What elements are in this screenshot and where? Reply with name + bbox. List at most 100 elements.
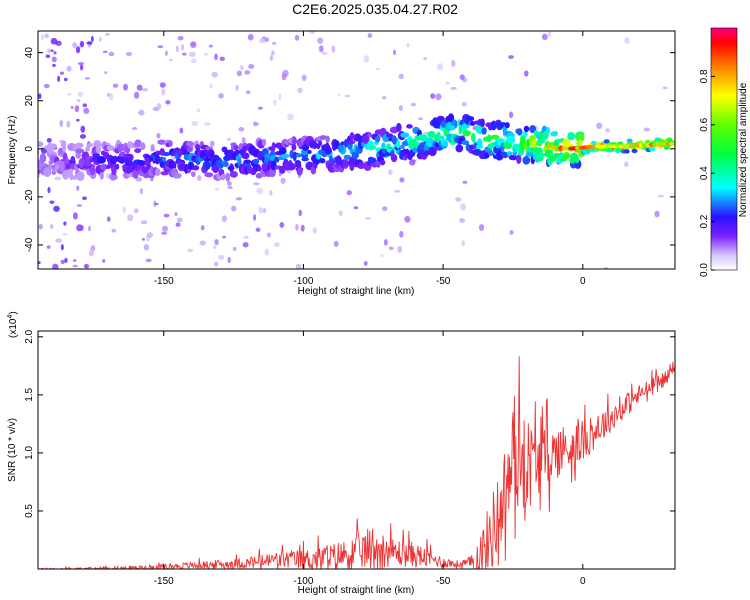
spectrogram-background-cell (596, 122, 603, 130)
spectrogram-background-cell (269, 55, 274, 61)
snr-x-tick-label: -50 (436, 576, 451, 587)
spectrogram-ridge-cell (529, 138, 538, 148)
spectrogram-background-cell (394, 189, 401, 193)
spectrogram-ridge-cell (89, 166, 96, 176)
spectrogram-background-cell (76, 224, 83, 232)
spectrogram-background-cell (90, 35, 94, 42)
spectrogram-ridge-cell (523, 125, 530, 133)
spectrogram-background-cell (450, 59, 456, 68)
spectrogram-ridge-cell (341, 160, 349, 168)
spectrogram-background-cell (86, 41, 93, 45)
spectrogram-background-cell (162, 225, 169, 232)
spectrogram-background-cell (46, 48, 52, 54)
spectrogram-ridge-cell (447, 113, 455, 123)
spectrogram-background-cell (245, 90, 251, 95)
spectrogram-background-cell (76, 185, 80, 191)
spectrogram-background-cell (60, 243, 64, 251)
spectrogram-background-cell (363, 261, 368, 266)
spectrogram-ridge-cell (434, 142, 440, 148)
spectrogram-background-cell (77, 61, 85, 66)
spectrogram-background-cell (141, 237, 146, 241)
spectrogram-background-cell (133, 91, 140, 99)
spectrogram-background-cell (131, 127, 138, 130)
spectrogram-background-cell (191, 120, 198, 127)
spectrogram-ridge-cell (83, 159, 92, 167)
spectrogram-ridge-cell (623, 149, 630, 154)
spectrogram-ridge-cell (337, 144, 345, 153)
spectrogram-background-cell (278, 93, 282, 100)
spectrogram-background-cell (46, 245, 51, 249)
spectrogram-ridge-cell (39, 153, 47, 163)
spectrogram-ridge-cell (483, 153, 490, 159)
spectrogram-background-cell (459, 203, 467, 211)
spectrogram-ridge-cell (545, 126, 551, 135)
spectrogram-background-cell (164, 50, 168, 57)
spectrogram-background-cell (106, 216, 111, 222)
spectrogram-background-cell (255, 227, 261, 232)
spectrogram-background-cell (154, 202, 159, 206)
spectrogram-background-cell (381, 95, 387, 100)
spectrogram-background-cell (82, 103, 87, 108)
spectrogram-background-cell (88, 225, 91, 232)
spectrogram-background-cell (80, 125, 86, 133)
spectrogram-ridge-cell (233, 144, 239, 151)
spectrogram-background-cell (102, 258, 106, 263)
spectrogram-ridge-cell (127, 153, 134, 161)
spectrogram-ridge-cell (525, 151, 534, 157)
spectrogram-background-cell (363, 55, 369, 63)
spectrogram-background-cell (63, 77, 68, 82)
spectrogram-background-cell (478, 224, 485, 231)
spectrogram-background-cell (398, 105, 403, 111)
spectrogram-x-tick-label: -100 (293, 276, 313, 287)
spectrogram-background-cell (70, 105, 74, 109)
spectrogram-background-cell (624, 161, 629, 168)
spectrogram-background-cell (256, 187, 264, 195)
spectrogram-background-cell (43, 84, 50, 89)
snr-y-axis-label: SNR (10 * v/v) (7, 418, 18, 482)
spectrogram-background-cell (200, 225, 205, 231)
spectrogram-background-cell (258, 38, 266, 44)
spectrogram-background-cell (365, 217, 371, 220)
spectrogram-background-cell (508, 55, 514, 59)
spectrogram-background-cell (72, 212, 78, 220)
spectrogram-ridge-cell (343, 154, 352, 160)
spectrogram-background-cell (247, 33, 254, 41)
spectrogram-ridge-cell (203, 157, 213, 162)
spectrogram-background-cell (643, 127, 651, 132)
spectrogram-ridge-cell (603, 139, 610, 144)
spectrogram-background-cell (77, 91, 84, 98)
spectrogram-background-cell (271, 50, 275, 56)
spectrogram-background-cell (333, 240, 339, 247)
spectrogram-ridge-cell (406, 124, 413, 129)
spectrogram-ridge-cell (76, 171, 85, 182)
spectrogram-background-cell (105, 172, 111, 179)
spectrogram-background-cell (524, 70, 529, 77)
colorbar: 0.0 0.2 0.4 0.6 0.8 Normalized spectral ampl… (699, 27, 749, 277)
spectrogram-x-ticks: -150 -100 -50 0 (154, 31, 586, 287)
spectrogram-ridge-cell (563, 153, 570, 159)
spectrogram-background-cell (309, 31, 316, 35)
spectrogram-background-cell (662, 86, 668, 90)
spectrogram-ridge-cell (567, 136, 575, 141)
spectrogram-ridge-cell (185, 140, 195, 147)
spectrogram-frame (37, 30, 676, 270)
spectrogram-background-cell (38, 261, 41, 265)
spectrogram-background-cell (98, 36, 102, 43)
spectrogram-ridge-cell (99, 163, 109, 171)
spectrogram-background-cell (176, 217, 183, 223)
snr-y-tick-label: 0.5 (24, 504, 35, 518)
spectrogram-ridge-cell (85, 146, 90, 152)
spectrogram-background-cell (459, 74, 465, 80)
spectrogram-ridge-cell (574, 156, 580, 164)
spectrogram-ridge-cell (504, 122, 510, 129)
spectrogram-background-cell (146, 232, 153, 238)
spectrogram-background-cell (38, 223, 43, 230)
spectrogram-background-cell (111, 228, 117, 233)
spectrogram-ridge-cell (522, 131, 528, 138)
spectrogram-background-cell (49, 200, 55, 204)
spectrogram-background-cell (253, 182, 260, 186)
spectrogram-background-cell (243, 235, 249, 240)
spectrogram-background-cell (654, 210, 660, 218)
spectrogram-ridge-cell (65, 163, 72, 170)
